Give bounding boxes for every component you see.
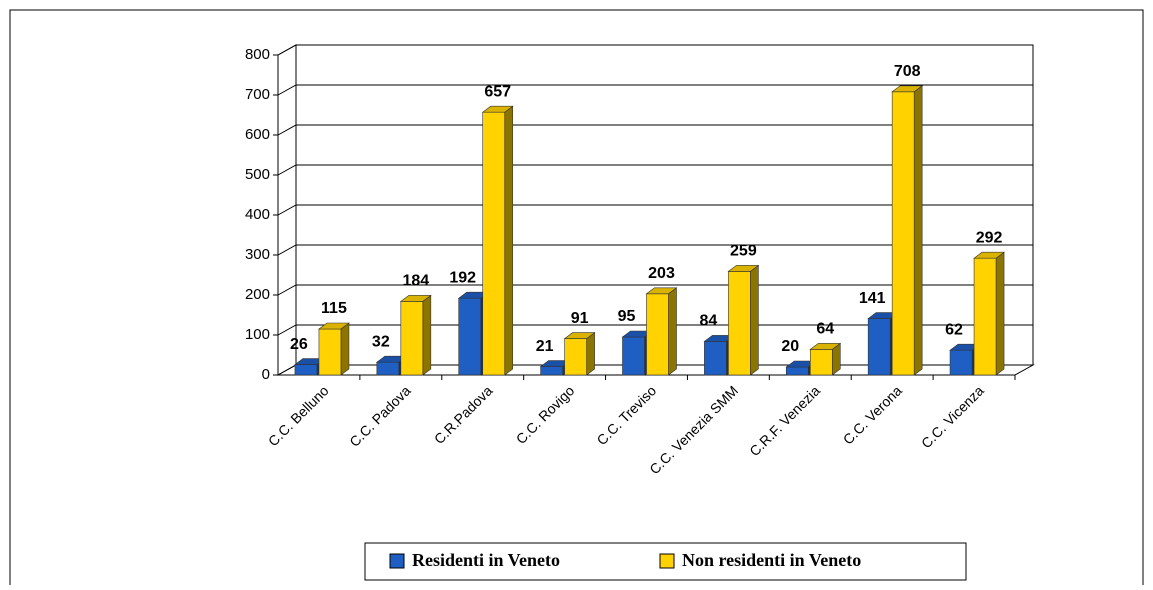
bar <box>318 322 350 376</box>
data-label: 192 <box>449 269 476 286</box>
bar-top <box>727 265 760 272</box>
y-tick-label: 600 <box>245 126 270 143</box>
bar-top <box>399 295 432 302</box>
bar-front <box>318 328 342 376</box>
bar <box>399 294 432 376</box>
y-tick-label: 400 <box>245 206 270 223</box>
grid-line <box>277 284 1033 296</box>
data-label: 708 <box>894 63 921 80</box>
y-tick-label: 200 <box>245 286 270 303</box>
bar-front <box>482 111 506 376</box>
bar-top <box>973 251 1005 259</box>
data-label: 95 <box>618 308 636 325</box>
data-label: 91 <box>571 310 589 327</box>
data-label: 184 <box>402 273 429 290</box>
legend-swatch <box>389 553 405 569</box>
bar <box>727 264 760 376</box>
bar-side <box>340 322 350 376</box>
data-label: 141 <box>859 290 886 307</box>
x-tick-label: C.R.F. Venezia <box>746 382 823 459</box>
bar-side <box>504 105 514 376</box>
data-label: 657 <box>484 83 511 100</box>
bar-front <box>622 336 645 376</box>
bar-side <box>586 332 595 376</box>
bar-front <box>376 361 400 376</box>
grid-line <box>277 164 1033 176</box>
bar-side <box>422 294 432 376</box>
bar-top <box>891 85 924 93</box>
x-tick-label: C.C. Rovigo <box>513 382 578 447</box>
bar <box>481 105 514 376</box>
bar-top <box>318 322 350 330</box>
frame <box>9 9 1144 590</box>
bar-side <box>750 264 759 376</box>
bar-top <box>809 343 842 350</box>
data-label: 259 <box>730 243 757 260</box>
bar-front <box>867 318 891 376</box>
y-tick-label: 700 <box>245 86 270 103</box>
grid-line <box>277 44 1033 56</box>
y-tick-label: 100 <box>245 326 270 343</box>
grid-line <box>277 204 1033 216</box>
bar <box>973 251 1005 376</box>
bar-front <box>704 341 727 376</box>
bar-top <box>645 287 678 295</box>
x-tick-label: C.C. Belluno <box>265 382 332 449</box>
data-label: 84 <box>699 313 717 330</box>
data-label: 20 <box>781 338 799 355</box>
bar-front <box>294 364 318 376</box>
data-label: 292 <box>976 229 1003 246</box>
legend-label: Residenti in Veneto <box>412 550 560 570</box>
legend-label: Non residenti in Veneto <box>682 550 861 570</box>
bar-side <box>668 287 677 376</box>
bar-front <box>400 301 424 376</box>
bar-front <box>728 271 751 376</box>
data-label: 64 <box>816 321 834 338</box>
grid-line <box>277 124 1033 136</box>
data-label: 203 <box>648 265 675 282</box>
x-tick-label: C.C. Venezia SMM <box>646 382 741 477</box>
bar-side <box>995 251 1005 376</box>
data-label: 115 <box>321 300 347 317</box>
data-label: 32 <box>372 333 390 350</box>
grid-line <box>277 324 1033 336</box>
bar-front <box>646 293 669 376</box>
x-tick-label: C.C. Padova <box>346 382 414 450</box>
y-tick-label: 0 <box>262 366 270 383</box>
bar-top <box>563 332 596 339</box>
data-label: 62 <box>945 321 963 338</box>
data-label: 26 <box>290 336 308 353</box>
bar <box>645 287 678 376</box>
y-tick-label: 800 <box>245 46 270 63</box>
bar-front <box>973 257 997 376</box>
bar <box>891 85 924 376</box>
grid-line <box>277 84 1033 96</box>
bar-top <box>481 105 514 113</box>
bar <box>563 332 596 376</box>
x-tick-label: C.C. Treviso <box>593 382 659 448</box>
grid-line <box>277 244 1033 256</box>
bar-front <box>458 297 482 376</box>
bar-front <box>809 349 833 376</box>
x-tick-label: C.R.Padova <box>431 382 496 447</box>
bar-front <box>949 349 973 376</box>
y-tick-label: 300 <box>245 246 270 263</box>
x-tick-label: C.C. Verona <box>840 382 905 447</box>
bar-front <box>564 338 587 376</box>
y-tick-label: 500 <box>245 166 270 183</box>
bar-front <box>891 91 915 376</box>
legend-swatch <box>659 553 675 569</box>
data-label: 21 <box>536 338 554 355</box>
bar-front <box>540 366 563 376</box>
bar <box>809 342 842 376</box>
bar-front <box>785 366 809 376</box>
x-tick-label: C.C. Vicenza <box>918 382 987 451</box>
bar-side <box>913 85 923 376</box>
